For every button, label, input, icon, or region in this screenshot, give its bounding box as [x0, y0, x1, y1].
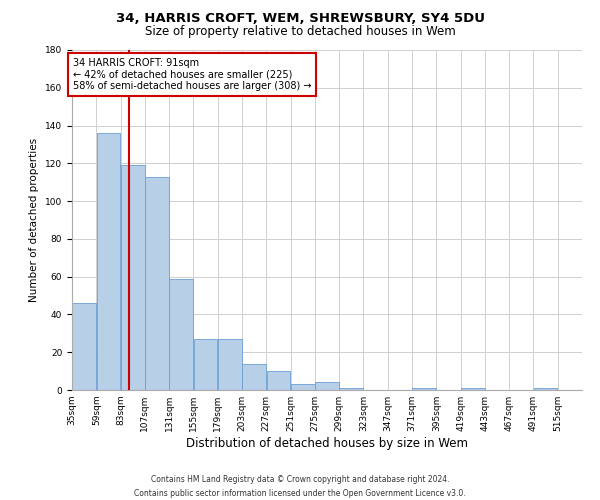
Bar	[266, 371, 290, 390]
Bar	[194, 339, 217, 390]
Text: Contains HM Land Registry data © Crown copyright and database right 2024.
Contai: Contains HM Land Registry data © Crown c…	[134, 476, 466, 498]
Text: Size of property relative to detached houses in Wem: Size of property relative to detached ho…	[145, 25, 455, 38]
X-axis label: Distribution of detached houses by size in Wem: Distribution of detached houses by size …	[186, 437, 468, 450]
Bar	[218, 339, 242, 390]
Text: 34, HARRIS CROFT, WEM, SHREWSBURY, SY4 5DU: 34, HARRIS CROFT, WEM, SHREWSBURY, SY4 5…	[115, 12, 485, 26]
Bar	[242, 364, 266, 390]
Bar	[412, 388, 436, 390]
Bar	[97, 133, 121, 390]
Bar	[121, 165, 145, 390]
Text: 34 HARRIS CROFT: 91sqm
← 42% of detached houses are smaller (225)
58% of semi-de: 34 HARRIS CROFT: 91sqm ← 42% of detached…	[73, 58, 311, 91]
Bar	[169, 278, 193, 390]
Bar	[461, 388, 485, 390]
Bar	[145, 176, 169, 390]
Bar	[72, 303, 96, 390]
Bar	[533, 388, 557, 390]
Y-axis label: Number of detached properties: Number of detached properties	[29, 138, 40, 302]
Bar	[291, 384, 314, 390]
Bar	[315, 382, 339, 390]
Bar	[340, 388, 363, 390]
